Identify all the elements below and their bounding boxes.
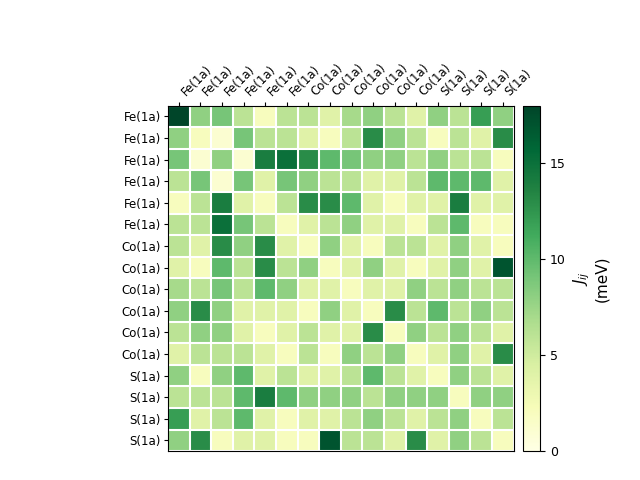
Y-axis label: $J_{ij}$
(meV): $J_{ij}$ (meV) (572, 255, 609, 301)
